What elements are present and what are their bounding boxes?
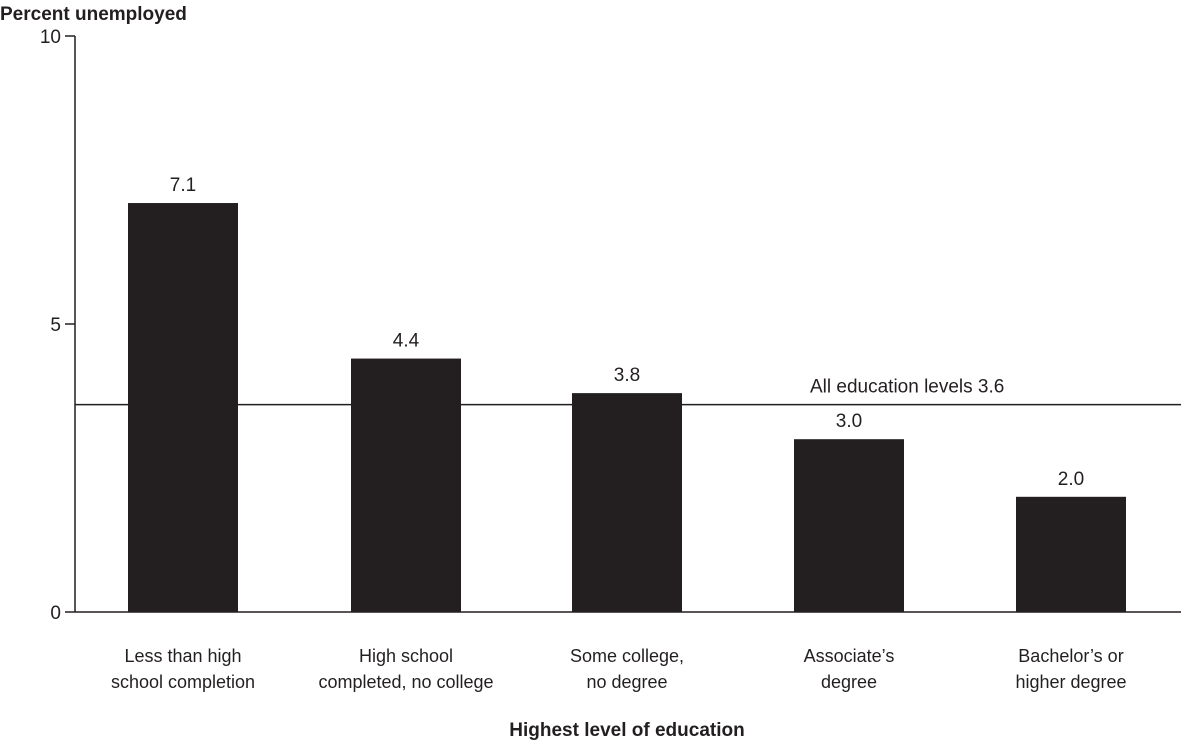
x-category-label: no degree [586, 672, 667, 692]
y-axis-title: Percent unemployed [0, 4, 187, 25]
y-tick-label: 0 [50, 603, 61, 624]
bar [572, 393, 682, 612]
bars [128, 203, 1126, 613]
x-category-label: higher degree [1015, 672, 1126, 692]
bar-value-label: 7.1 [170, 175, 196, 196]
bar [128, 203, 238, 613]
x-category-label: completed, no college [318, 672, 493, 692]
x-category-label: Some college, [570, 646, 684, 666]
reference-line-label: All education levels 3.6 [810, 377, 1004, 398]
bar [351, 358, 461, 612]
bar-value-label: 3.8 [614, 365, 640, 386]
axes: 0 5 10 [40, 27, 1181, 624]
bar [1016, 496, 1126, 612]
x-category-label: High school [359, 646, 453, 666]
x-category-label: Less than high [124, 646, 241, 666]
x-category-label: Associate’s [804, 646, 895, 666]
bar-value-label: 4.4 [393, 331, 420, 352]
bar-value-label: 2.0 [1058, 469, 1084, 490]
labels: 7.1 Less than high school completion 4.4 Hig… [111, 175, 1127, 692]
y-tick-label: 10 [40, 27, 61, 48]
x-axis-title: Highest level of education [509, 720, 744, 741]
bar [794, 439, 904, 612]
x-category-label: Bachelor’s or [1018, 646, 1123, 666]
reference-line-group: All education levels 3.6 [75, 377, 1181, 406]
bar-value-label: 3.0 [836, 411, 862, 432]
y-tick-label: 5 [50, 315, 61, 336]
x-category-label: school completion [111, 672, 255, 692]
x-category-label: degree [821, 672, 877, 692]
